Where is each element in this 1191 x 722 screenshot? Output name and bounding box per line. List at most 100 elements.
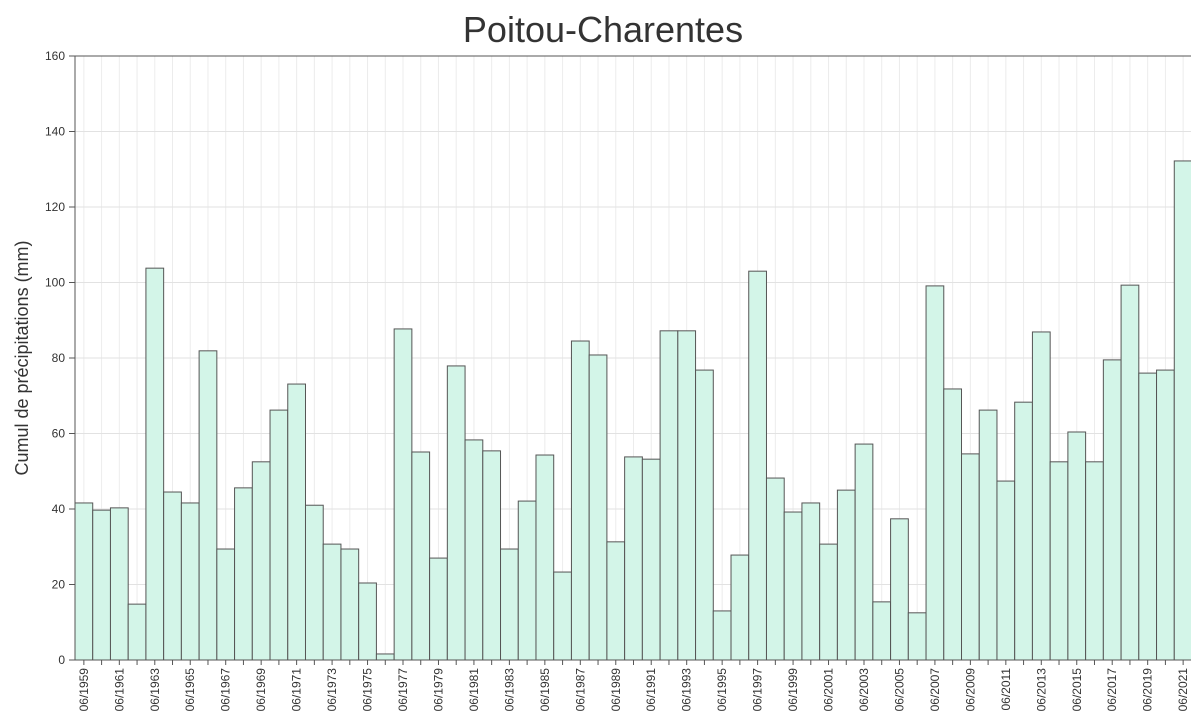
x-tick-label: 06/1963 bbox=[148, 668, 162, 712]
x-tick-label: 06/1987 bbox=[573, 668, 587, 712]
bar bbox=[482, 450, 502, 661]
x-tick-label: 06/1975 bbox=[361, 668, 375, 712]
bar bbox=[163, 491, 182, 661]
x-tick-label: 06/1985 bbox=[538, 668, 552, 712]
x-tick-label: 06/1979 bbox=[431, 668, 445, 712]
bar bbox=[677, 330, 697, 661]
bar bbox=[695, 369, 714, 661]
bar bbox=[1173, 160, 1191, 661]
bar bbox=[74, 502, 94, 661]
y-tick-label: 0 bbox=[58, 653, 65, 667]
bar bbox=[659, 330, 679, 661]
x-tick-label: 06/2013 bbox=[1034, 668, 1048, 712]
bar bbox=[535, 454, 555, 661]
x-tick-label: 06/1995 bbox=[715, 668, 729, 712]
chart-title: Poitou-Charentes bbox=[463, 9, 743, 50]
bar bbox=[358, 582, 377, 661]
x-tick-label: 06/1983 bbox=[502, 668, 516, 712]
bar bbox=[429, 557, 448, 661]
bar bbox=[978, 409, 998, 661]
bar bbox=[624, 456, 643, 661]
bar bbox=[446, 365, 466, 661]
x-tick-label: 06/1967 bbox=[219, 668, 233, 712]
bar bbox=[1138, 372, 1158, 661]
x-tick-label: 06/2003 bbox=[857, 668, 871, 712]
bar bbox=[748, 270, 767, 661]
bar bbox=[251, 461, 271, 661]
y-axis-label: Cumul de précipitations (mm) bbox=[12, 240, 32, 475]
bar bbox=[712, 610, 732, 661]
x-tick-label: 06/1969 bbox=[254, 668, 268, 712]
bar bbox=[304, 504, 324, 661]
x-tick-label: 06/1981 bbox=[467, 668, 481, 712]
x-tick-label: 06/1973 bbox=[325, 668, 339, 712]
y-tick-label: 140 bbox=[45, 125, 65, 139]
y-tick-label: 20 bbox=[52, 578, 66, 592]
bar bbox=[961, 453, 980, 661]
bar bbox=[588, 354, 608, 661]
x-tick-label: 06/2005 bbox=[892, 668, 906, 712]
bar bbox=[1014, 401, 1033, 661]
bar bbox=[606, 541, 626, 661]
bar bbox=[1102, 359, 1122, 661]
x-tick-label: 06/1993 bbox=[680, 668, 694, 712]
x-tick-label: 06/1991 bbox=[644, 668, 658, 712]
bar bbox=[500, 548, 519, 661]
bar bbox=[943, 388, 963, 661]
bar bbox=[819, 543, 838, 661]
bar bbox=[464, 439, 484, 661]
bar bbox=[411, 451, 431, 661]
bar bbox=[730, 554, 750, 661]
bar bbox=[553, 571, 572, 661]
bar bbox=[1031, 331, 1051, 661]
bar bbox=[180, 502, 200, 661]
bar bbox=[92, 509, 111, 661]
bar bbox=[570, 340, 590, 661]
x-tick-label: 06/1999 bbox=[786, 668, 800, 712]
x-tick-label: 06/2011 bbox=[999, 668, 1013, 711]
bar bbox=[287, 383, 306, 661]
bar bbox=[145, 267, 165, 661]
x-tick-label: 06/2007 bbox=[928, 668, 942, 712]
bar bbox=[517, 500, 537, 661]
bar bbox=[198, 350, 218, 661]
bar bbox=[641, 458, 661, 661]
y-tick-label: 60 bbox=[52, 427, 66, 441]
bar bbox=[872, 601, 892, 661]
bar bbox=[836, 489, 856, 661]
y-tick-label: 80 bbox=[52, 351, 66, 365]
bar bbox=[375, 653, 395, 661]
x-tick-label: 06/1989 bbox=[609, 668, 623, 712]
bar bbox=[269, 409, 289, 661]
x-tick-label: 06/2015 bbox=[1070, 668, 1084, 712]
bar bbox=[996, 480, 1016, 661]
y-tick-label: 100 bbox=[45, 276, 65, 290]
bar bbox=[127, 603, 147, 661]
x-tick-label: 06/2019 bbox=[1141, 668, 1155, 712]
bar bbox=[109, 507, 129, 661]
x-tick-label: 06/2021 bbox=[1176, 668, 1190, 712]
bar bbox=[1156, 369, 1175, 661]
y-tick-label: 160 bbox=[45, 49, 65, 63]
bar bbox=[1049, 461, 1069, 661]
bar bbox=[925, 285, 945, 661]
x-tick-label: 06/1977 bbox=[396, 668, 410, 712]
bar bbox=[1085, 461, 1104, 661]
bar bbox=[854, 443, 874, 661]
bar bbox=[1120, 284, 1140, 661]
bar bbox=[765, 477, 785, 661]
y-tick-label: 120 bbox=[45, 200, 65, 214]
x-tick-label: 06/1971 bbox=[290, 668, 304, 712]
bar bbox=[393, 328, 413, 661]
bar bbox=[783, 511, 803, 661]
bar bbox=[890, 518, 909, 661]
bar bbox=[322, 543, 342, 661]
bar bbox=[1067, 431, 1087, 661]
x-tick-label: 06/1959 bbox=[77, 668, 91, 712]
bar bbox=[907, 612, 927, 661]
x-tick-label: 06/1961 bbox=[112, 668, 126, 712]
bar bbox=[801, 502, 821, 661]
bar bbox=[340, 548, 360, 661]
